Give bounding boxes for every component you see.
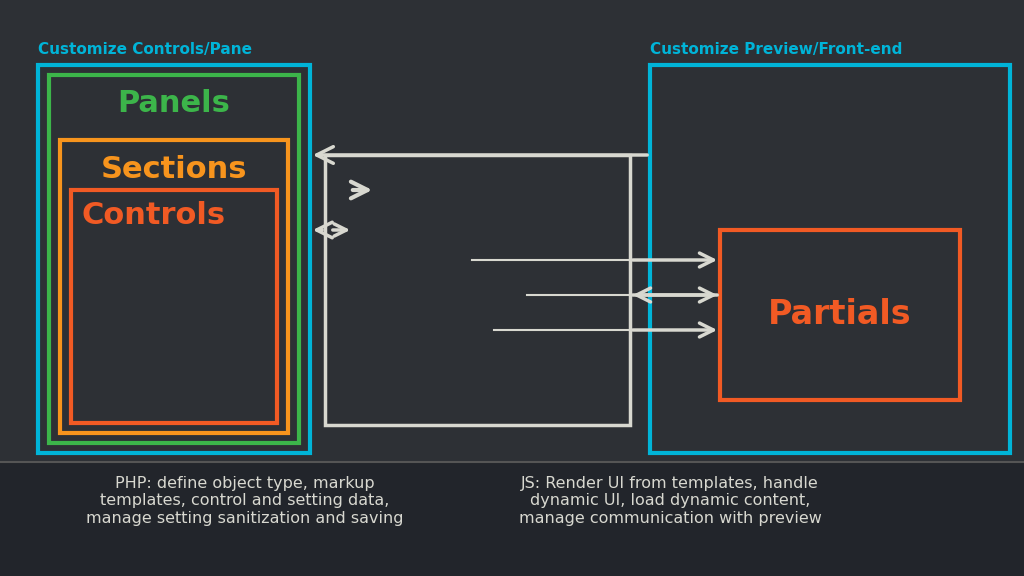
Bar [60,140,288,433]
Bar [38,65,310,453]
Bar [71,190,278,423]
Text: -   Refresh: - Refresh [343,252,418,267]
Bar [325,155,630,425]
Text: Partials: Partials [768,298,911,332]
Bar [0,462,1024,576]
Text: -   postMessage: - postMessage [343,323,458,338]
Text: Sections: Sections [100,156,247,184]
Text: Settings: Settings [427,176,558,204]
Text: Customize Controls/Pane: Customize Controls/Pane [38,42,252,57]
Text: Transport:: Transport: [343,230,432,245]
Text: Panels: Panels [118,89,230,118]
Text: -   Selective Refresh: - Selective Refresh [343,287,489,302]
Text: Controls: Controls [82,200,226,229]
Bar [49,75,299,443]
Text: JS: Render UI from templates, handle
dynamic UI, load dynamic content,
manage co: JS: Render UI from templates, handle dyn… [518,476,821,526]
Bar [650,65,1010,453]
Bar [720,230,961,400]
Text: PHP: define object type, markup
templates, control and setting data,
manage sett: PHP: define object type, markup template… [86,476,403,526]
Text: Customize Preview/Front-end: Customize Preview/Front-end [650,42,902,57]
